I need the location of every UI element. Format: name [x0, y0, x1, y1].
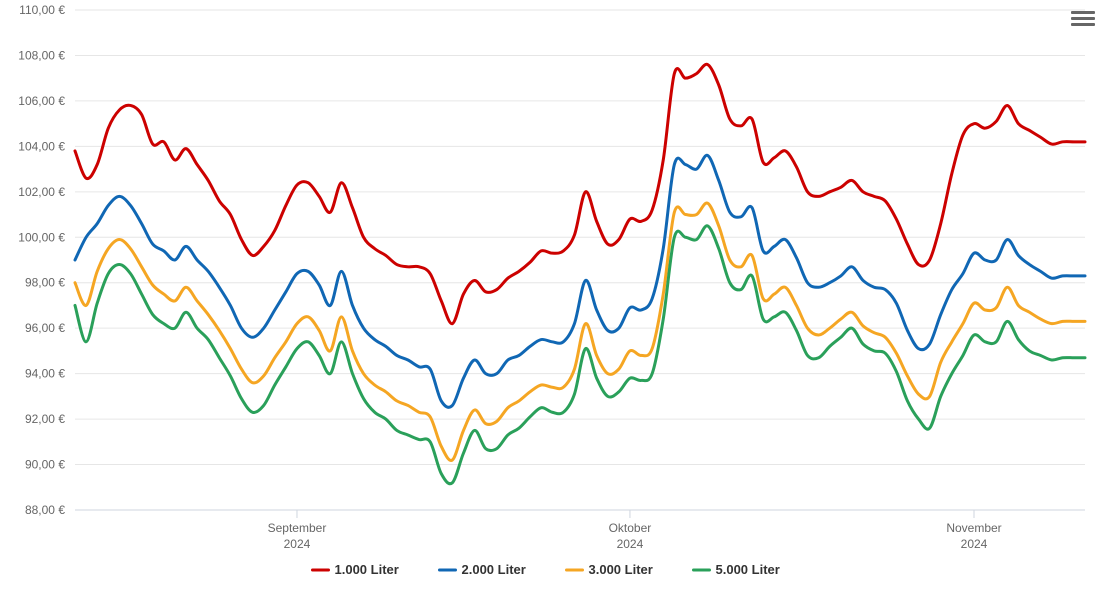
legend-label: 2.000 Liter: [462, 562, 526, 577]
legend: 1.000 Liter 2.000 Liter 3.000 Liter 5.000 L…: [313, 562, 780, 577]
y-tick-label: 110,00 €: [19, 3, 65, 17]
x-tick-label: Oktober: [609, 521, 652, 535]
y-tick-label: 100,00 €: [18, 230, 65, 244]
legend-label: 3.000 Liter: [589, 562, 653, 577]
legend-item[interactable]: 1.000 Liter: [313, 562, 399, 577]
line-chart: 88,00 € 90,00 € 92,00 € 94,00 € 96,00 € 98,00…: [0, 0, 1105, 602]
x-tick-sublabel: 2024: [961, 537, 988, 551]
y-tick-label: 102,00 €: [18, 185, 65, 199]
legend-label: 5.000 Liter: [716, 562, 780, 577]
x-tick-label: November: [946, 521, 1001, 535]
y-tick-label: 88,00 €: [25, 503, 65, 517]
y-tick-label: 106,00 €: [18, 94, 65, 108]
y-tick-label: 104,00 €: [18, 139, 65, 153]
series-line: [75, 64, 1085, 323]
chart-menu-button[interactable]: [1071, 8, 1095, 30]
y-tick-label: 98,00 €: [25, 276, 65, 290]
legend-item[interactable]: 5.000 Liter: [694, 562, 780, 577]
y-tick-label: 108,00 €: [18, 48, 65, 62]
y-tick-label: 96,00 €: [25, 321, 65, 335]
x-tick-sublabel: 2024: [617, 537, 644, 551]
legend-label: 1.000 Liter: [335, 562, 399, 577]
y-tick-label: 94,00 €: [25, 367, 65, 381]
y-tick-label: 92,00 €: [25, 412, 65, 426]
x-tick-label: September: [268, 521, 327, 535]
legend-item[interactable]: 2.000 Liter: [440, 562, 526, 577]
chart-container: 88,00 € 90,00 € 92,00 € 94,00 € 96,00 € 98,00…: [0, 0, 1105, 602]
x-tick-sublabel: 2024: [284, 537, 311, 551]
y-tick-label: 90,00 €: [25, 458, 65, 472]
legend-item[interactable]: 3.000 Liter: [567, 562, 653, 577]
series-line: [75, 226, 1085, 484]
